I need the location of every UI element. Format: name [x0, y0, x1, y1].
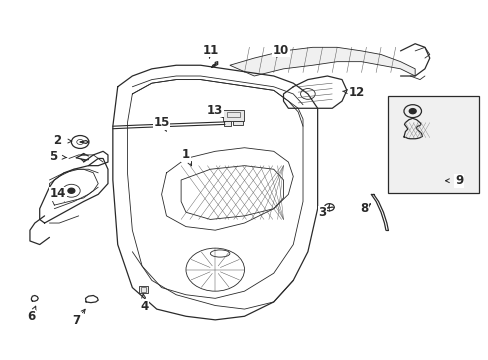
- Text: 4: 4: [140, 300, 148, 313]
- Text: 14: 14: [49, 187, 66, 200]
- Circle shape: [408, 109, 415, 114]
- Text: 5: 5: [49, 150, 57, 163]
- Circle shape: [68, 188, 75, 193]
- Polygon shape: [222, 110, 244, 121]
- Text: 1: 1: [182, 148, 190, 161]
- Bar: [141, 287, 146, 292]
- Text: 11: 11: [202, 44, 218, 57]
- Polygon shape: [223, 121, 231, 126]
- Text: 12: 12: [348, 86, 364, 99]
- Polygon shape: [229, 47, 414, 76]
- Text: 15: 15: [153, 116, 169, 129]
- Bar: [387, 96, 478, 193]
- Text: 2: 2: [53, 134, 61, 147]
- Text: 9: 9: [454, 174, 462, 187]
- Text: 7: 7: [72, 314, 80, 327]
- Text: 6: 6: [27, 310, 35, 324]
- Text: 8: 8: [359, 202, 367, 215]
- Polygon shape: [233, 121, 243, 125]
- Bar: [139, 286, 148, 293]
- Text: 3: 3: [318, 207, 326, 220]
- Text: 13: 13: [207, 104, 223, 117]
- Text: 10: 10: [272, 44, 288, 57]
